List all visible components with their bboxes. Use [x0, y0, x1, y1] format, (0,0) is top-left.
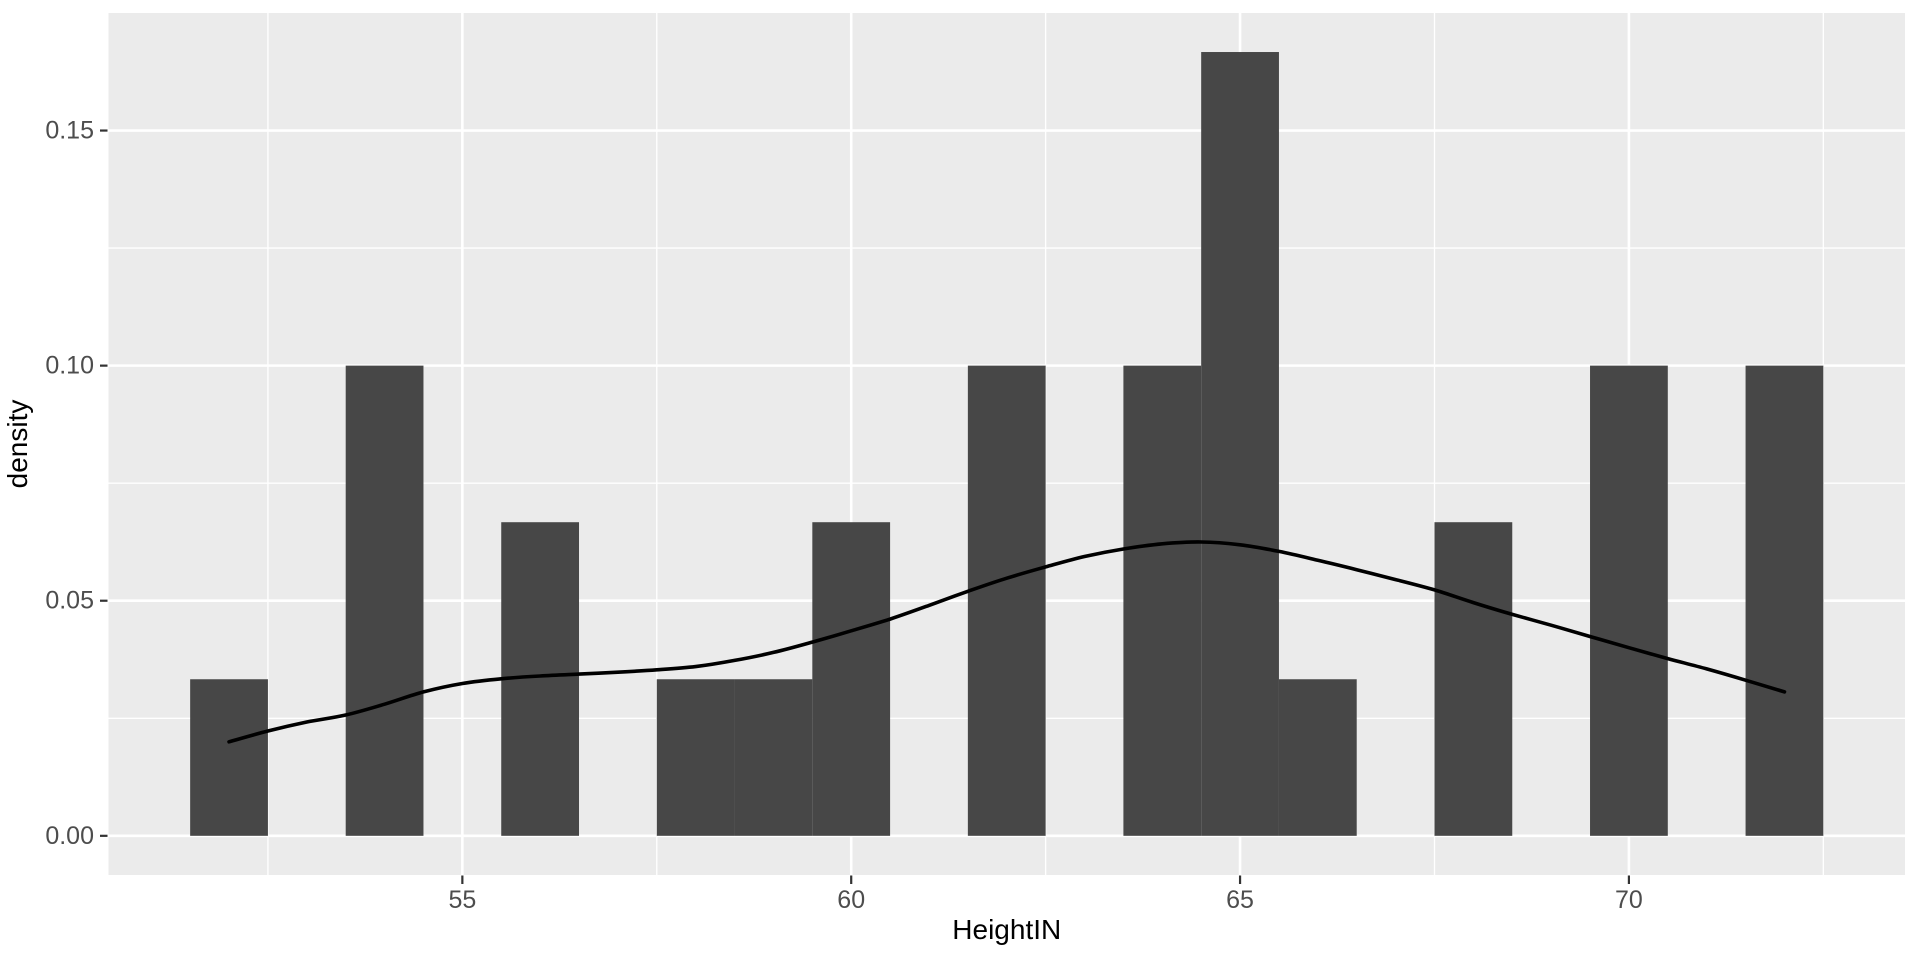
y-axis-tick-marks — [100, 129, 108, 837]
x-tick-label: 65 — [1226, 886, 1254, 914]
y-axis-tick-labels: 0.00 0.05 0.10 0.15 — [45, 117, 94, 850]
x-tick-label: 60 — [837, 886, 865, 914]
histogram-bar — [1434, 522, 1513, 836]
x-axis-title: HeightIN — [952, 914, 1061, 945]
histogram-bar — [734, 679, 813, 836]
histogram-bar — [1278, 679, 1357, 836]
x-axis-tick-labels: 55 60 65 70 — [448, 886, 1642, 914]
density-curve — [227, 540, 1787, 744]
x-tick-label: 55 — [448, 886, 476, 914]
y-tick-label: 0.10 — [45, 352, 94, 380]
y-tick-label: 0.00 — [45, 822, 94, 850]
y-axis-title: density — [2, 400, 33, 489]
histogram-bar — [1745, 365, 1824, 836]
histogram-bar — [190, 679, 268, 836]
histogram-bar — [1123, 365, 1202, 836]
histogram-bars — [190, 52, 1824, 836]
x-tick-label: 70 — [1615, 886, 1643, 914]
histogram-bar — [1590, 365, 1668, 836]
histogram-bar — [967, 365, 1046, 836]
histogram-bar — [1201, 52, 1279, 836]
y-tick-label: 0.15 — [45, 117, 94, 145]
histogram-bar — [656, 679, 735, 836]
histogram-bar — [345, 365, 424, 836]
x-axis-tick-marks — [461, 875, 1631, 884]
y-tick-label: 0.05 — [45, 587, 94, 615]
histogram-bar — [812, 522, 891, 836]
